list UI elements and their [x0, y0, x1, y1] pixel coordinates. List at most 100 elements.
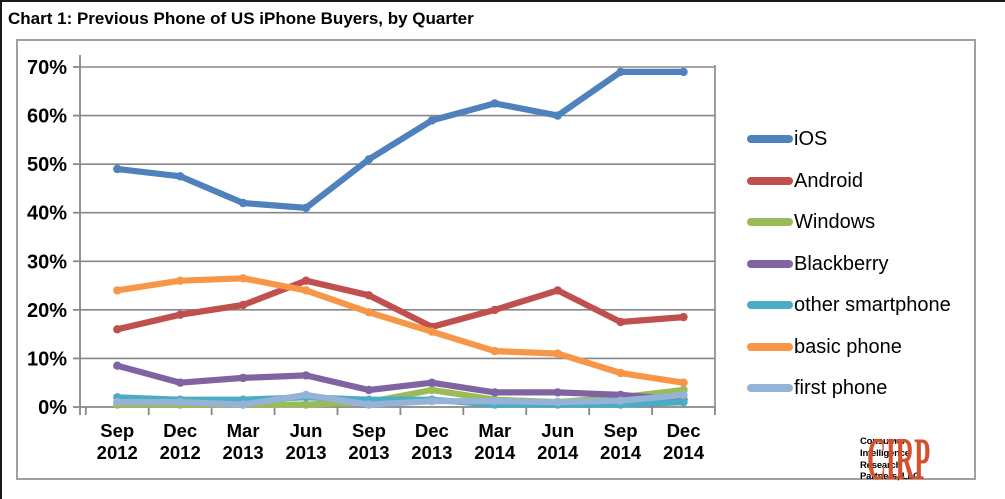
series-marker-basic-phone	[616, 368, 625, 378]
x-axis-label: Sep	[604, 420, 638, 441]
plot-svg: 0%10%20%30%40%50%60%70%Sep2012Dec2012Mar…	[27, 55, 716, 463]
series-marker-iOS	[427, 116, 437, 125]
legend-swatch	[747, 384, 793, 392]
series-marker-Blackberry	[238, 373, 248, 383]
x-axis-label: 2012	[160, 442, 201, 463]
series-marker-first-phone	[113, 397, 122, 407]
series-marker-Android	[616, 317, 625, 327]
series-line-Android	[114, 277, 687, 333]
y-axis-label: 0%	[38, 397, 67, 419]
x-axis-label: Dec	[415, 420, 449, 441]
series-line-other-smartphone	[114, 394, 687, 408]
series-marker-Android	[176, 310, 185, 319]
legend-item-Android: Android	[747, 169, 863, 193]
series-marker-Blackberry	[616, 390, 625, 400]
y-axis-label: 20%	[27, 300, 67, 322]
series-marker-Android	[113, 325, 122, 334]
series-marker-iOS	[301, 203, 311, 213]
y-axis-label: 70%	[27, 57, 67, 79]
x-axis-label: Mar	[227, 420, 260, 441]
series-marker-basic-phone	[490, 346, 499, 356]
x-axis-label: 2014	[537, 442, 579, 463]
y-axis-label: 60%	[27, 106, 67, 128]
series-marker-basic-phone	[113, 286, 122, 295]
series-marker-basic-phone	[176, 276, 185, 285]
legend-swatch	[747, 218, 793, 226]
series-marker-first-phone	[364, 400, 374, 409]
series-line-basic-phone	[114, 275, 687, 386]
x-axis-label: 2013	[411, 442, 452, 463]
cirp-logo-line: Intelligence	[860, 447, 910, 459]
series-marker-other-smartphone	[679, 397, 688, 407]
x-axis-label: Jun	[290, 420, 323, 441]
legend-swatch	[747, 259, 793, 268]
legend-item-Blackberry: Blackberry	[747, 252, 888, 276]
series-marker-Blackberry	[301, 371, 311, 380]
series-marker-first-phone	[238, 400, 248, 409]
x-axis-label: 2013	[223, 442, 264, 463]
y-axis-label: 10%	[27, 348, 67, 370]
series-marker-first-phone	[616, 396, 625, 405]
legend-swatch	[747, 176, 793, 185]
series-line-Blackberry	[114, 362, 687, 403]
legend-label: iOS	[794, 128, 828, 150]
series-marker-iOS	[490, 99, 499, 108]
series-marker-iOS	[553, 111, 562, 120]
x-axis-label: Sep	[352, 420, 386, 441]
x-axis-label: Dec	[163, 420, 197, 441]
series-marker-Android	[490, 305, 499, 315]
page-title: Chart 1: Previous Phone of US iPhone Buy…	[8, 9, 474, 28]
y-axis-label: 50%	[27, 154, 67, 176]
series-marker-first-phone	[679, 390, 688, 400]
cirp-logo: CIRP Consumer Intelligence Research Part…	[860, 426, 930, 492]
legend-swatch	[747, 135, 793, 143]
x-axis-label: 2013	[285, 442, 326, 463]
legend-label: first phone	[794, 377, 888, 399]
chart-area: 0% 10% 20% 30% 40% 50% 60% 70% Sep 2012 Dec 2012 Mar…	[16, 39, 976, 492]
x-axis-label: 2013	[348, 442, 389, 463]
series-marker-basic-phone	[553, 349, 562, 358]
series-marker-iOS	[238, 198, 248, 208]
legend-item-Windows: Windows	[747, 210, 875, 234]
series-marker-basic-phone	[301, 286, 311, 295]
cirp-logo-brand: CIRP	[867, 426, 930, 492]
series-marker-iOS	[176, 172, 185, 181]
legend-item-first-phone: first phone	[747, 376, 887, 400]
series-marker-first-phone	[176, 397, 185, 407]
x-axis-label: 2014	[663, 442, 705, 463]
legend-swatch	[747, 301, 793, 309]
x-axis-label: Mar	[478, 420, 511, 441]
cirp-logo-line: Partners, LLC	[860, 471, 920, 483]
y-axis-label: 30%	[27, 251, 67, 273]
legend-label: Blackberry	[794, 252, 889, 275]
series-marker-Android	[238, 300, 248, 310]
cirp-logo-line: Consumer	[860, 436, 906, 447]
series-marker-iOS	[113, 164, 122, 174]
series-line-first-phone	[114, 391, 687, 408]
series-marker-Android	[553, 286, 562, 295]
series-marker-Blackberry	[427, 378, 437, 387]
series-marker-Blackberry	[364, 385, 374, 395]
series-marker-Blackberry	[490, 388, 499, 397]
series-marker-iOS	[616, 67, 625, 77]
y-axis-label: 40%	[27, 203, 67, 225]
series-marker-Windows	[427, 385, 437, 395]
series-marker-first-phone	[427, 397, 437, 406]
cirp-logo-line: Research	[860, 459, 902, 471]
series-marker-Android	[679, 312, 688, 322]
series-marker-first-phone	[301, 390, 311, 400]
x-axis-label: Sep	[100, 420, 134, 441]
series-marker-Blackberry	[176, 378, 185, 387]
series-marker-iOS	[364, 155, 374, 164]
series-marker-first-phone	[490, 397, 499, 406]
legend-item-iOS: iOS	[747, 127, 827, 151]
legend-label: Windows	[794, 211, 876, 233]
x-axis-label: Dec	[667, 420, 701, 441]
legend-swatch	[747, 342, 793, 351]
series-marker-basic-phone	[427, 327, 437, 336]
series-marker-Android	[364, 291, 374, 300]
legend-item-basic-phone: basic phone	[747, 335, 902, 359]
legend-label: Android	[794, 169, 863, 192]
series-marker-Android	[301, 276, 311, 285]
cirp-logo-text: Consumer Intelligence Research Partners,…	[860, 435, 920, 483]
